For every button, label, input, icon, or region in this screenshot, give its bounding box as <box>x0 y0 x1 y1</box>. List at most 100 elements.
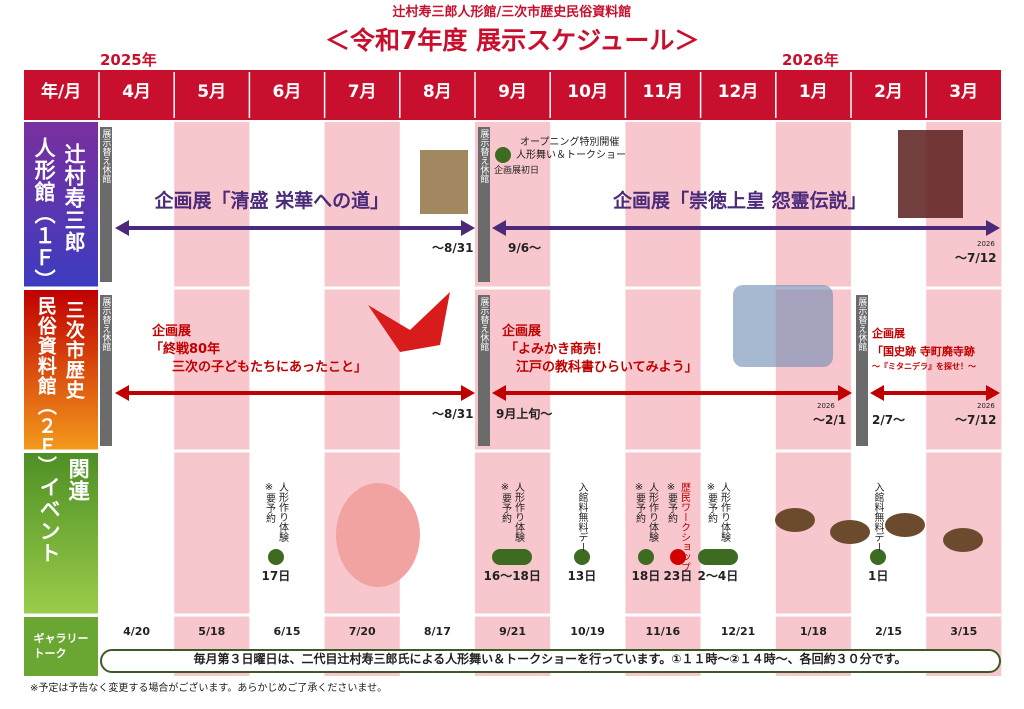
closure-label: 展示替え休館 <box>856 297 867 351</box>
arrow-head <box>115 220 129 236</box>
month-header: 1月 <box>798 82 828 102</box>
month-header: 12月 <box>717 82 759 102</box>
doll <box>336 483 420 587</box>
event-text: 入館料無料デー <box>576 482 587 552</box>
exhibit-title: 企画展 <box>502 324 542 339</box>
event-pill <box>492 549 532 565</box>
event-text: ※要予約 <box>705 482 717 523</box>
row-label-cell <box>24 122 98 287</box>
exhibit-title: 「国史跡 寺町廃寺跡 <box>872 345 975 358</box>
closure-bar <box>478 295 490 446</box>
closure-label: 展示替え休館 <box>100 297 111 351</box>
row-label: 関連 <box>66 458 91 502</box>
gallery-date: 12/21 <box>720 625 756 638</box>
row-label: ギャラリー <box>33 632 89 645</box>
arrow-head <box>986 220 1000 236</box>
exhibit-title: 「よみかき商売！ <box>505 342 610 357</box>
bird-figure <box>885 513 925 537</box>
arrow-head <box>115 385 129 401</box>
gallery-date: 2/15 <box>875 625 903 638</box>
exhibit-end: ～8/31 <box>432 407 474 421</box>
pink-column <box>625 122 701 676</box>
month-header: 9月 <box>498 82 527 102</box>
row-label: 人形館（１Ｆ） <box>32 137 57 291</box>
year-label: 2025年 <box>100 51 157 69</box>
event-dot <box>870 549 886 565</box>
event-text: ※要予約 <box>633 482 645 523</box>
row-label: 三次市歴史 <box>62 300 85 400</box>
event-date: 17日 <box>261 569 291 583</box>
arrow-head <box>461 385 475 401</box>
event-text: 人形作り体験 <box>512 482 524 542</box>
exhibit-title: 企画展 <box>152 324 192 339</box>
event-text: 歴民ワークショップ <box>678 482 690 572</box>
event-date: 23日 <box>663 569 693 583</box>
event-text: ※要予約 <box>263 482 275 523</box>
event-dot <box>574 549 590 565</box>
exhibit-end: ～7/12 <box>955 251 997 265</box>
bird-figure <box>775 508 815 532</box>
closure-bar <box>856 295 868 446</box>
month-header: 10月 <box>567 82 608 102</box>
end-year: 2026 <box>817 402 835 410</box>
month-header: 11月 <box>642 82 684 102</box>
row-label: 民俗資料館（２Ｆ） <box>34 296 57 476</box>
poster <box>898 130 963 218</box>
month-header: 2月 <box>874 82 903 102</box>
gallery-date: 3/15 <box>950 625 978 638</box>
event-dot <box>495 147 511 163</box>
exhibit-title: ～『ミタニデラ』を探せ！～ <box>872 362 976 371</box>
page-title: ＜令和7年度 展示スケジュール＞ <box>325 26 700 55</box>
exhibit-title: 江戸の教科書ひらいてみよう」 <box>516 360 698 375</box>
end-year: 2026 <box>977 402 995 410</box>
event-pill <box>698 549 738 565</box>
opening-note: オープニング特別開催 <box>520 137 620 148</box>
event-date: 18日 <box>631 569 661 583</box>
arrow-head <box>870 385 884 401</box>
row-label: イベント <box>37 476 62 564</box>
row-label-cell <box>24 617 98 676</box>
gallery-date: 9/21 <box>499 625 527 638</box>
row-label: トーク <box>33 647 67 660</box>
month-header: 5月 <box>197 82 227 102</box>
event-date: 13日 <box>567 569 597 583</box>
gallery-date: 11/16 <box>645 625 681 638</box>
banner-text: 毎月第３日曜日は、二代目辻村寿三郎氏による人形舞い＆トークショーを行っています。… <box>193 652 907 666</box>
exhibit-title: 企画展「清盛 栄華への道」 <box>154 190 390 212</box>
exhibit-end: ～8/31 <box>432 241 474 255</box>
bird-figure <box>943 528 983 552</box>
year-label: 2026年 <box>782 51 839 69</box>
exhibit-start: 9/6～ <box>508 241 542 255</box>
event-date: 1日 <box>868 569 889 583</box>
gallery-date: 6/15 <box>273 625 301 638</box>
gallery-date: 8/17 <box>423 625 451 638</box>
month-header: 6月 <box>272 82 302 102</box>
gallery-date: 10/19 <box>570 625 605 638</box>
paper-crane <box>368 292 450 352</box>
month-header: 7月 <box>347 82 377 102</box>
event-text: 人形作り体験 <box>276 482 288 542</box>
exhibit-title: 企画展「崇徳上皇 怨霊伝説」 <box>613 190 867 212</box>
row-label-cell <box>24 290 98 450</box>
gallery-date: 7/20 <box>348 625 376 638</box>
closure-bar <box>478 127 490 282</box>
event-text: ※要予約 <box>499 482 511 523</box>
closure-label: 展示替え休館 <box>478 129 489 183</box>
gallery-date: 1/18 <box>799 625 827 638</box>
closure-bar <box>100 127 112 282</box>
event-text: 人形作り体験 <box>646 482 658 542</box>
event-text: ※要予約 <box>665 482 677 523</box>
arrow-head <box>838 385 852 401</box>
exhibit-start: 9月上旬～ <box>496 407 553 421</box>
arrow-head <box>492 220 506 236</box>
closure-bar <box>100 295 112 446</box>
month-header: 4月 <box>122 82 151 102</box>
event-date: 2～4日 <box>697 569 739 583</box>
exhibit-end: ～7/12 <box>955 413 997 427</box>
opening-note: 人形舞い＆トークショー <box>516 150 626 161</box>
closure-label: 展示替え休館 <box>100 129 111 183</box>
exhibit-title: 企画展 <box>872 327 905 340</box>
footnote: ※予定は予告なく変更する場合がございます。あらかじめご了承くださいませ。 <box>30 683 388 694</box>
